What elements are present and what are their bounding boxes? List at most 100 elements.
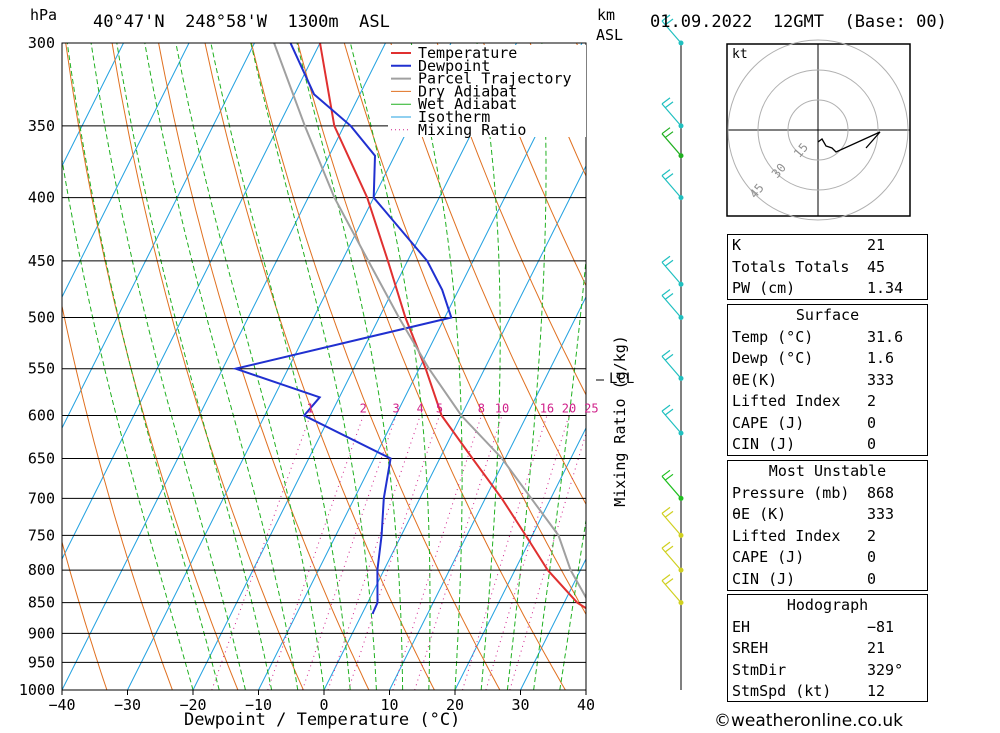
series-line-parcel-trajectory (273, 43, 586, 600)
index-row: PW (cm) 1.34 (728, 278, 927, 300)
mixing-ratio-tick-label: 20 (562, 401, 576, 415)
surface-value: 0 (867, 435, 877, 453)
mixing-ratio-tick-label: 8 (478, 401, 485, 415)
asl-label: ASL (596, 26, 624, 44)
x-tick-label: −30 (114, 696, 141, 714)
wind-barb (661, 469, 682, 499)
y-tick-label: 500 (28, 309, 55, 327)
hodograph-trace (817, 131, 881, 153)
isotherm-line (389, 295, 586, 690)
mixing-ratio-line (302, 415, 397, 690)
x-axis-title: Dewpoint / Temperature (°C) (184, 710, 461, 730)
y-tick-label: 400 (28, 189, 55, 207)
mixing-ratio-tick-label: 10 (495, 401, 509, 415)
hodograph-ring (727, 39, 909, 221)
credit-text: ©weatheronline.co.uk (714, 711, 904, 731)
y-tick-label: 900 (28, 624, 55, 642)
hodo-stat-value: 329° (867, 660, 904, 679)
wet-adiabat-line (506, 43, 547, 690)
wind-barb (661, 97, 682, 127)
index-value: 45 (867, 257, 886, 276)
y-tick-label: 800 (28, 561, 55, 579)
dry-adiabat-line (250, 43, 501, 690)
mu-label: θE (K) (732, 505, 787, 523)
pressure-unit-label: hPa (30, 6, 58, 24)
mu-row: θE (K) 333 (728, 504, 927, 526)
mixing-ratio-tick-label: 25 (584, 401, 598, 415)
legend-entry: Temperature (418, 44, 517, 62)
wind-profile (596, 14, 684, 690)
mixing-ratio-labels: 1 2 3 4 5 8 10 16 20 25 (307, 401, 599, 415)
surface-label: CIN (J) (732, 435, 796, 453)
wet-adiabat-line (410, 43, 463, 690)
mixing-ratio-tick-label: 1 (307, 401, 314, 415)
hodograph-stats-panel: Hodograph EH −81 SREH 21 StmDir 329° StmSpd (k… (727, 594, 928, 702)
dry-adiabat-line (483, 43, 586, 287)
wind-barb (661, 574, 682, 604)
isotherm-line (454, 426, 586, 690)
series-line-temperature (319, 43, 586, 610)
isotherm-line (62, 43, 124, 168)
legend-entry: Wet Adiabat (418, 95, 517, 113)
wind-barb (661, 349, 682, 379)
wet-adiabat-line (62, 156, 194, 690)
legend-entry: Isotherm (418, 108, 490, 126)
mu-label: Pressure (mb) (732, 483, 850, 502)
mixing-ratio-tick-label: 4 (417, 401, 424, 415)
mu-label: CAPE (J) (732, 548, 805, 566)
surface-value: 31.6 (867, 327, 904, 346)
x-tick-label: −40 (48, 696, 75, 714)
hodo-stat-row: SREH 21 (728, 638, 927, 660)
isotherm-line (62, 43, 255, 430)
isotherm-line (192, 43, 517, 690)
hodograph-stats-title: Hodograph (786, 596, 869, 614)
isotherm-line (520, 557, 586, 690)
mu-value: 0 (867, 569, 877, 588)
legend-background (388, 45, 586, 137)
y-tick-label: 300 (28, 34, 55, 52)
x-tick-label: 30 (511, 696, 529, 714)
mu-value: 868 (867, 483, 895, 502)
surface-label: Temp (°C) (732, 327, 814, 346)
wet-adiabat-line (210, 43, 351, 690)
wind-barb (661, 541, 682, 571)
wind-barb (661, 127, 682, 157)
mixing-ratio-tick-label: 2 (360, 401, 367, 415)
mu-row: CIN (J) 0 (728, 569, 927, 591)
wind-barb (661, 404, 682, 434)
x-tick-label: 20 (446, 696, 464, 714)
most-unstable-panel: Most Unstable Pressure (mb) 868 θE (K) 333 L… (727, 460, 928, 591)
dry-adiabat-line (948, 43, 1000, 690)
index-value: 1.34 (867, 279, 904, 297)
wet-adiabat-line (476, 43, 501, 690)
hodo-stat-label: StmDir (732, 660, 787, 679)
hodo-stat-value: 12 (867, 682, 886, 700)
surface-value: 333 (867, 370, 895, 389)
dry-adiabat-line (994, 43, 1000, 690)
x-tick-label: 10 (380, 696, 398, 714)
x-tick-label: 40 (577, 696, 595, 714)
surface-row: CAPE (J) 0 (728, 413, 927, 435)
dry-adiabat-line (65, 43, 239, 690)
y-tick-label: 600 (28, 406, 55, 424)
wind-barb (661, 289, 682, 318)
mu-row: Lifted Index 2 (728, 526, 927, 548)
wind-barb (661, 506, 682, 536)
isotherm-line (62, 43, 321, 561)
surface-label: CAPE (J) (732, 413, 805, 432)
y-tick-label: 850 (28, 594, 55, 612)
dry-adiabat-line (62, 540, 108, 690)
profile-lines (232, 43, 586, 615)
hodograph-ring (787, 99, 849, 161)
wet-adiabat-line (116, 43, 273, 690)
surface-row: Lifted Index 2 (728, 391, 927, 413)
x-tick-label: −10 (245, 696, 272, 714)
surface-label: Dewp (°C) (732, 349, 814, 367)
mixing-ratio-tick-label: 16 (540, 401, 554, 415)
y-tick-label: 350 (28, 117, 55, 135)
mu-label: CIN (J) (732, 569, 796, 588)
mixing-ratio-axis-title: Mixing Ratio (g/kg) (611, 335, 629, 507)
wet-adiabat-line (296, 43, 404, 690)
most-unstable-title: Most Unstable (768, 462, 887, 480)
